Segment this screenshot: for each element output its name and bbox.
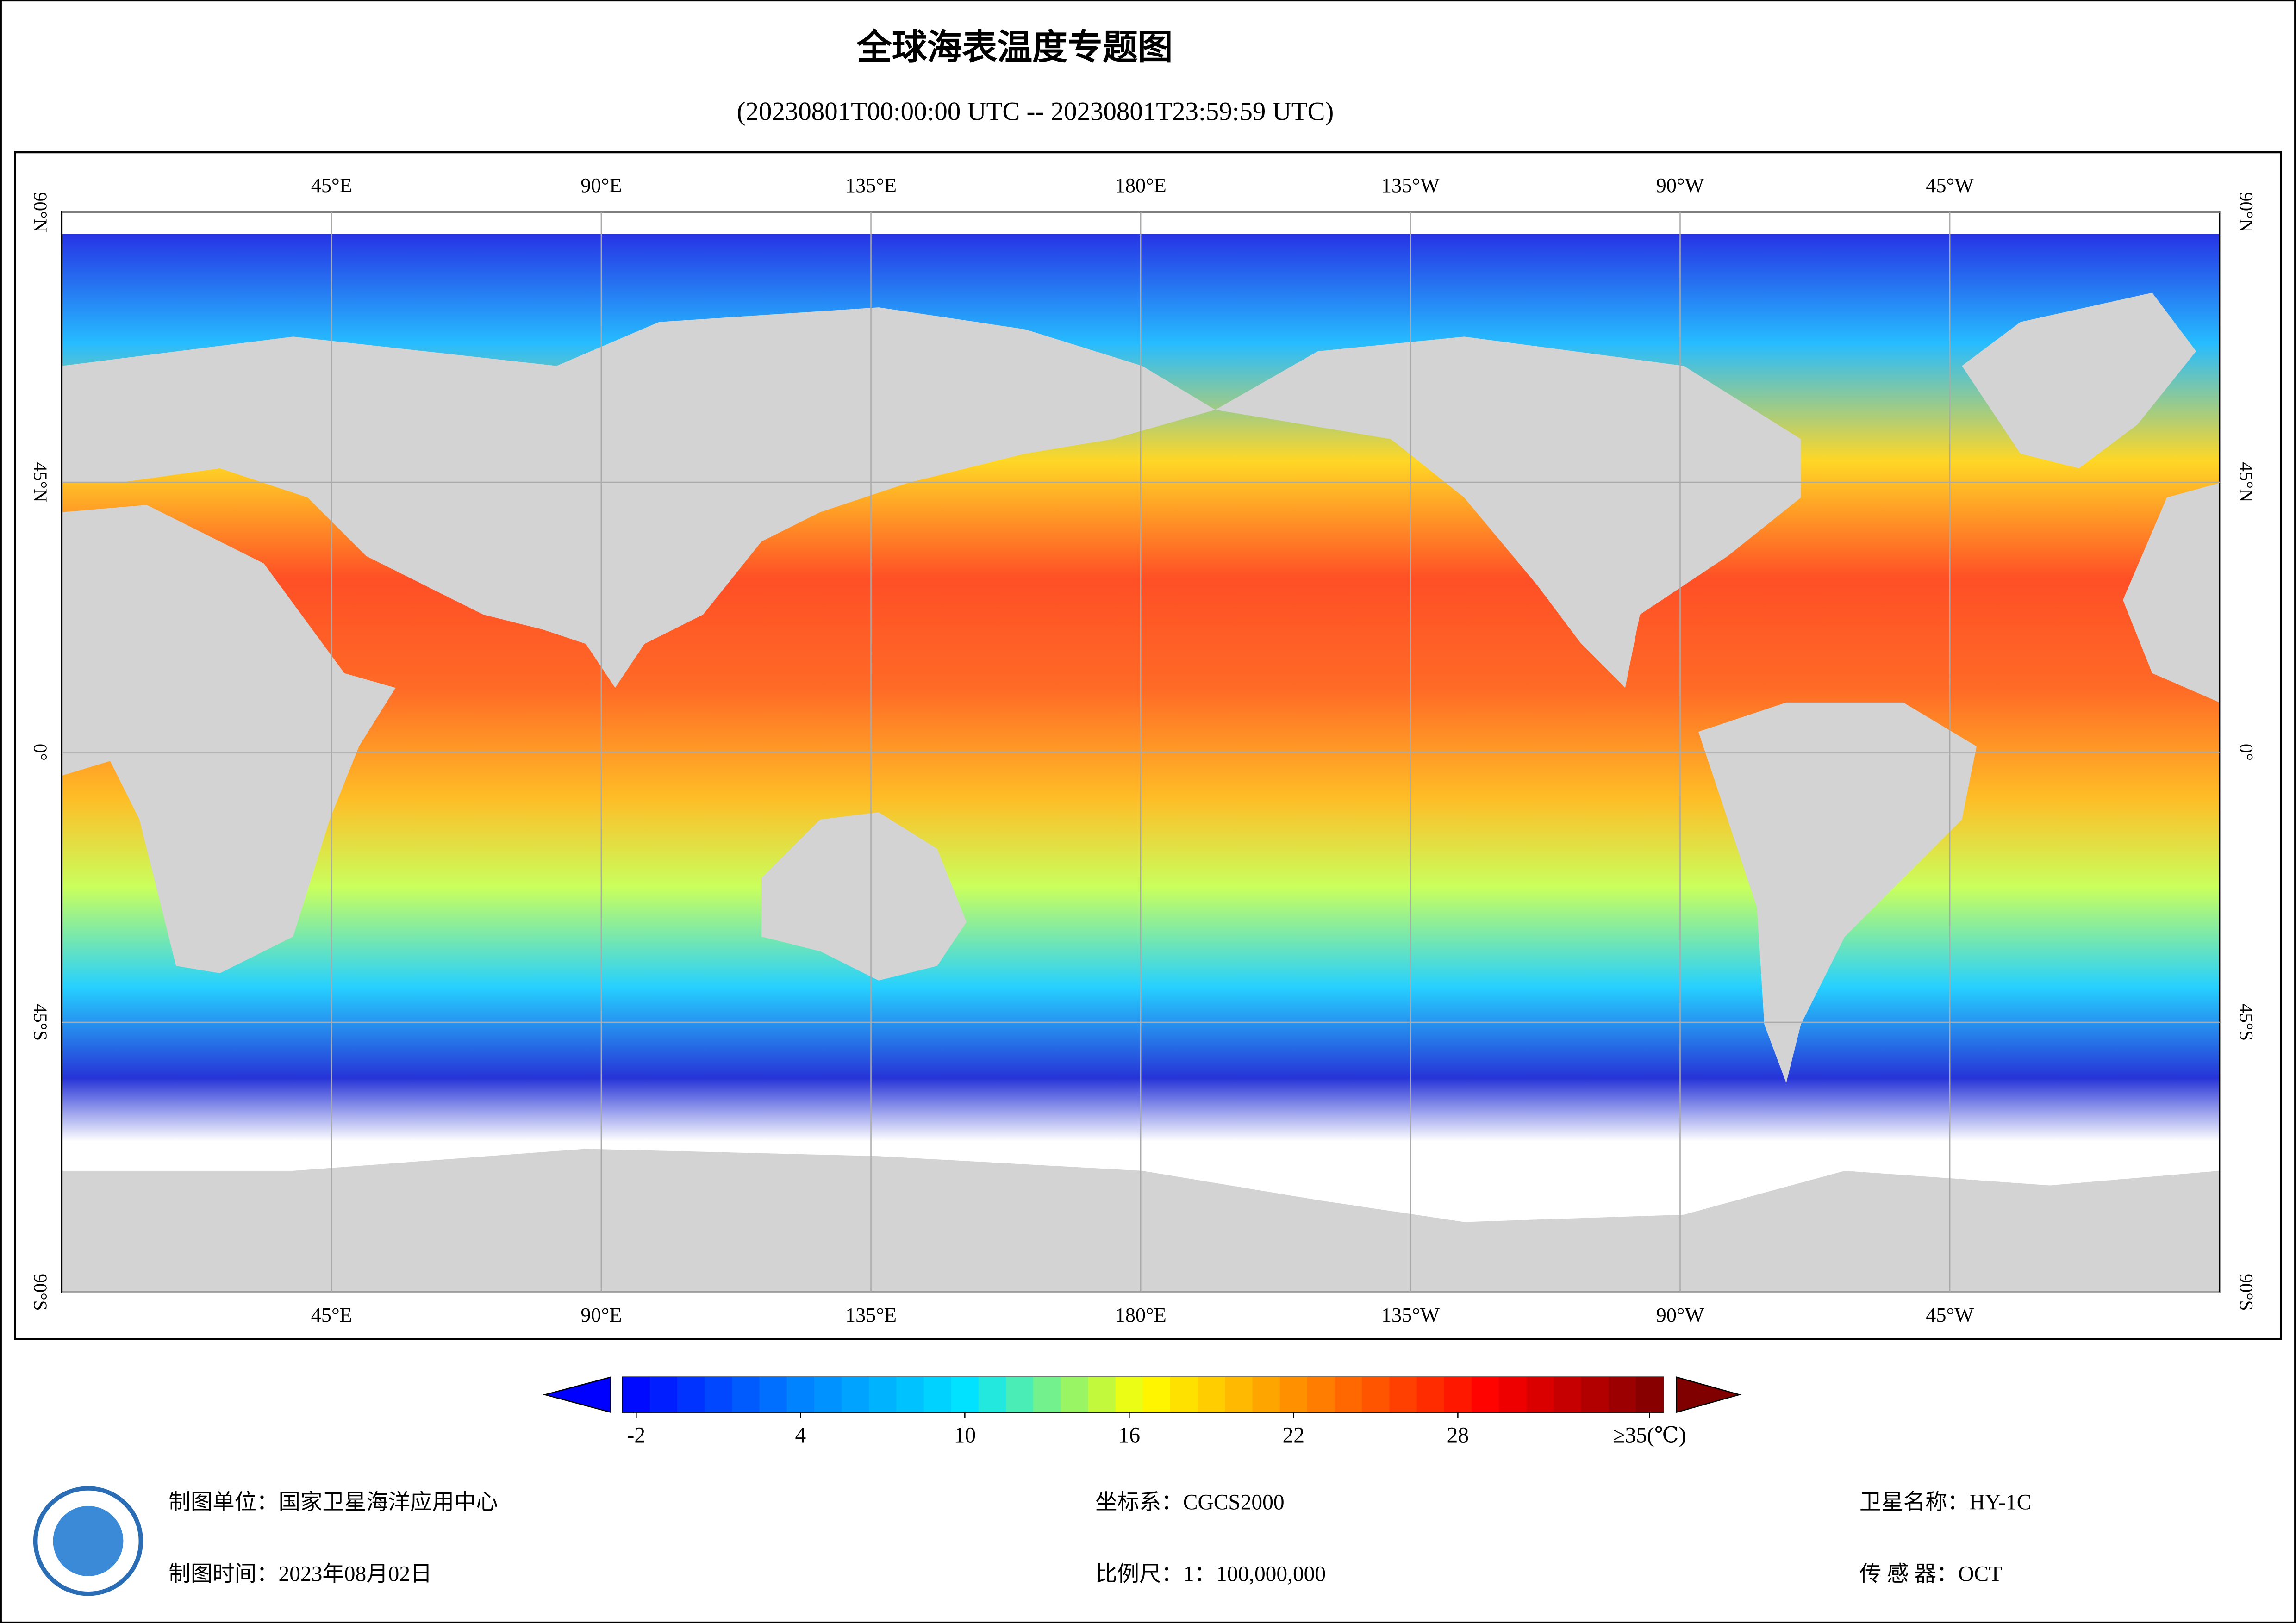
x-tick-label: 90°W [1656,174,1704,197]
x-tick-label: 135°W [1381,1304,1440,1326]
north-america [1215,336,1801,688]
map-frame [14,151,2282,1340]
colorbar-cell [1142,1377,1171,1412]
colorbar-cell [759,1377,787,1412]
south-america [1698,702,1977,1083]
colorbar-cell [1335,1377,1363,1412]
y-tick-label: 0° [30,744,51,761]
colorbar-tick-label: 10 [954,1423,976,1447]
title: 全球海表温度专题图 [856,28,1173,67]
x-tick-label: 45°W [1926,174,1974,197]
colorbar-cell [1279,1377,1308,1412]
x-tick-label: 135°E [845,174,897,197]
colorbar-cell [705,1377,733,1412]
colorbar-tick-label: -2 [627,1423,646,1447]
y-tick-label: 90°S [2236,1274,2257,1311]
africa [62,504,396,973]
colorbar-cell [1198,1377,1226,1412]
eurasia [62,307,1216,688]
x-tick-label: 180°E [1115,1304,1167,1326]
colorbar-cell [1526,1377,1554,1412]
colorbar-cell [732,1377,760,1412]
x-tick-label: 45°E [311,1304,352,1326]
colorbar-over [1676,1376,1742,1413]
colorbar-tick-label: 22 [1283,1423,1304,1447]
production-date: 制图时间：2023年08月02日 [168,1562,432,1586]
map-area [61,211,2221,1293]
colorbar-cell [1307,1377,1335,1412]
colorbar-cell [842,1377,870,1412]
colorbar-cell [1225,1377,1253,1412]
x-tick-label: 90°E [580,1304,622,1326]
x-tick-label: 180°E [1115,174,1167,197]
sensor: 传 感 器：OCT [1859,1562,2002,1586]
colorbar-cell [1170,1377,1198,1412]
colorbar-cell [622,1377,650,1412]
y-tick-label: 90°N [30,192,51,232]
colorbar-cell [1471,1377,1500,1412]
y-tick-label: 90°N [2236,192,2257,232]
colorbar-cell [1554,1377,1582,1412]
x-tick-label: 90°W [1656,1304,1704,1326]
colorbar-cell [1115,1377,1143,1412]
colorbar-under [543,1376,611,1413]
colorbar-tick-label: 16 [1118,1423,1140,1447]
colorbar-cell [649,1377,678,1412]
colorbar-cell [1252,1377,1280,1412]
colorbar-cell [1608,1377,1636,1412]
colorbar-cell [923,1377,952,1412]
colorbar-tick-label: 4 [795,1423,806,1447]
colorbar-cell [978,1377,1007,1412]
y-tick-label: 45°S [2236,1004,2257,1041]
colorbar-cell [896,1377,924,1412]
colorbar-cell [1362,1377,1390,1412]
australia [761,812,967,981]
producer: 制图单位：国家卫星海洋应用中心 [168,1491,498,1515]
colorbar-cell [1088,1377,1116,1412]
satellite: 卫星名称：HY-1C [1859,1491,2031,1515]
colorbar-cell [1444,1377,1472,1412]
colorbar-cell [786,1377,815,1412]
colorbar-cell [677,1377,705,1412]
y-tick-label: 45°N [30,462,51,502]
logo-globe [53,1506,124,1576]
colorbar-cell [1499,1377,1527,1412]
x-tick-label: 45°W [1926,1304,1974,1326]
colorbar-cell [1416,1377,1445,1412]
x-tick-label: 90°E [580,174,622,197]
colorbar-cell [1389,1377,1417,1412]
colorbar-cell [951,1377,979,1412]
colorbar-tick-label: 28 [1447,1423,1469,1447]
y-tick-label: 0° [2236,744,2257,761]
logo [33,1486,144,1596]
y-tick-label: 90°S [30,1274,51,1311]
colorbar-cell [869,1377,897,1412]
y-tick-label: 45°N [2236,462,2257,502]
west-africa [2123,483,2220,703]
colorbar-tick-label: ≥35(℃) [1613,1423,1686,1447]
y-tick-label: 45°S [30,1004,51,1041]
colorbar-cell [814,1377,842,1412]
subtitle: (20230801T00:00:00 UTC -- 20230801T23:59… [737,97,1334,126]
colorbar-cell [1033,1377,1061,1412]
x-tick-label: 135°E [845,1304,897,1326]
x-tick-label: 135°W [1381,174,1440,197]
colorbar-cell [1635,1377,1664,1412]
colorbar-cell [1061,1377,1089,1412]
colorbar-cell [1581,1377,1609,1412]
x-tick-label: 45°E [311,174,352,197]
coordinate-system: 坐标系：CGCS2000 [1095,1491,1284,1515]
map-scale: 比例尺：1：100,000,000 [1095,1562,1326,1586]
colorbar-cell [1006,1377,1034,1412]
